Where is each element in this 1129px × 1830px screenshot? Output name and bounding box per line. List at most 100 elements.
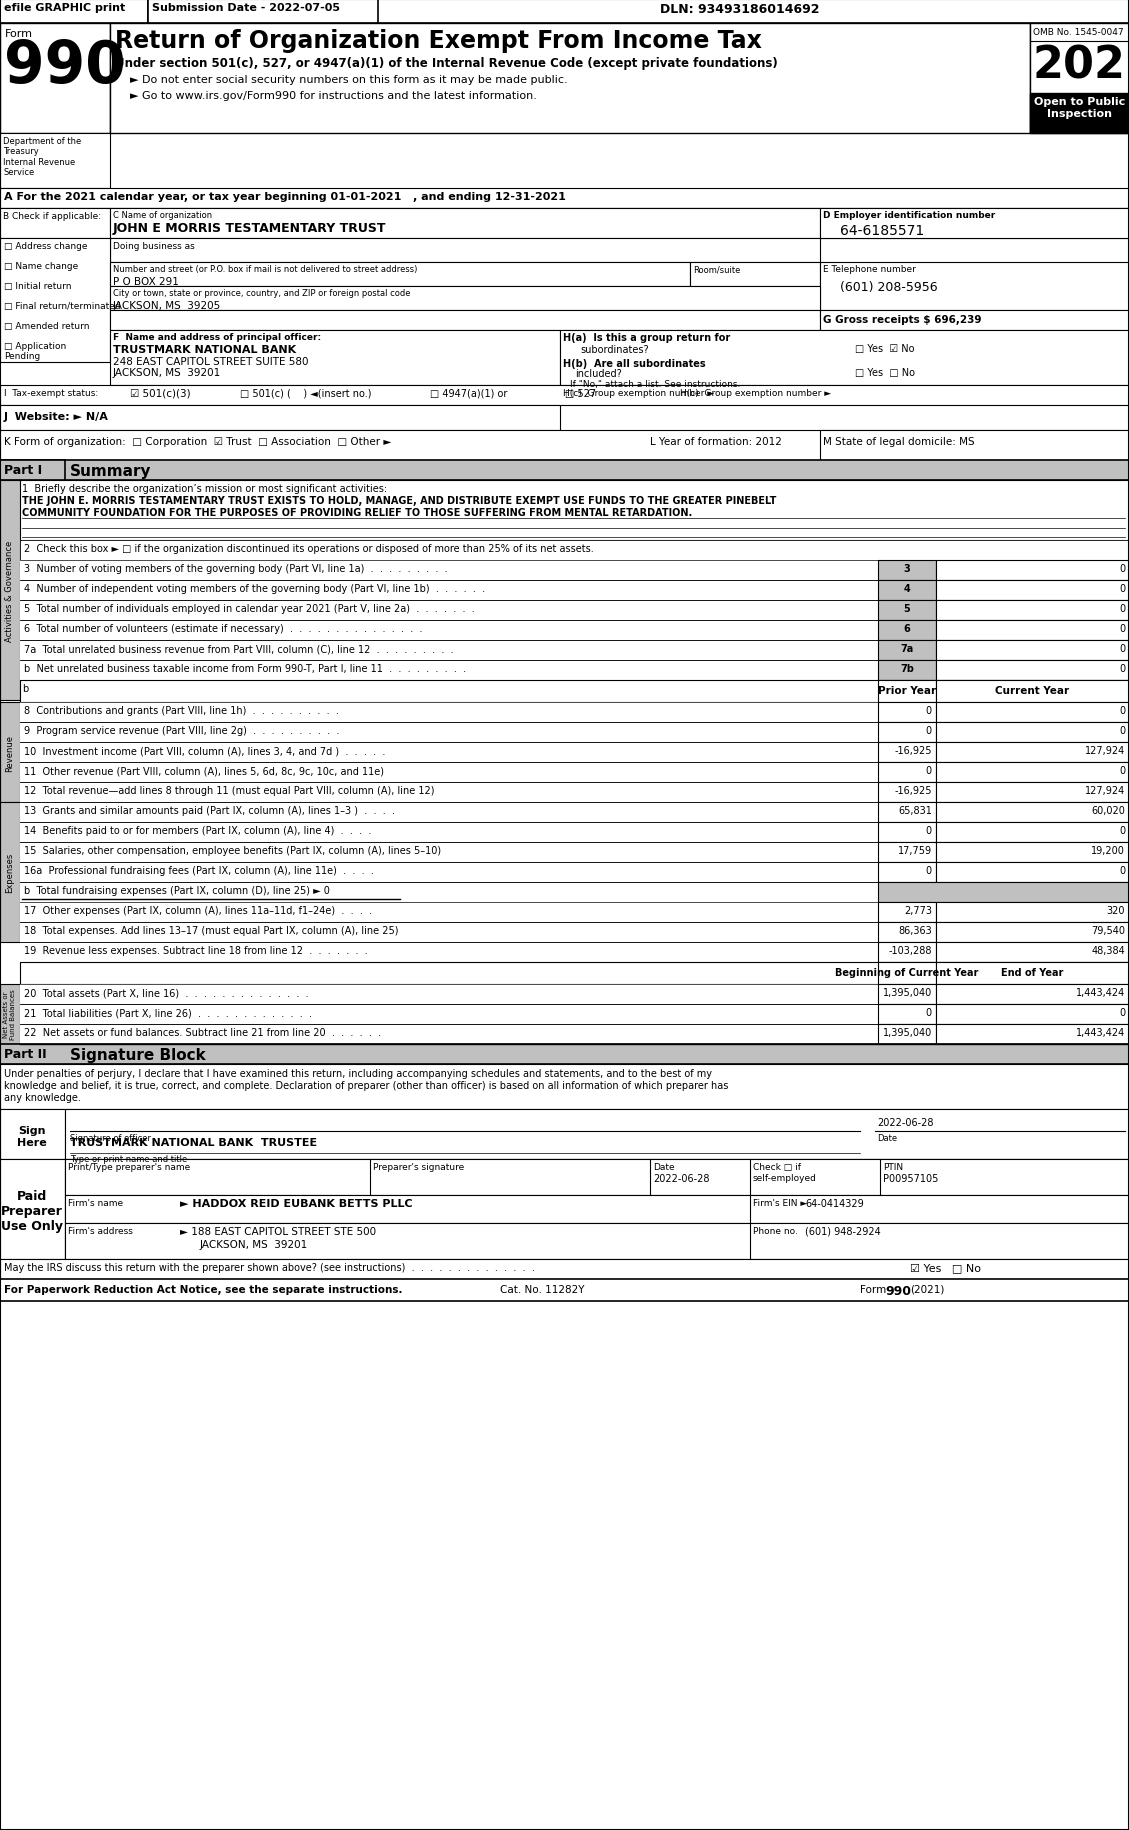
Bar [0,188,1129,209]
Bar [0,430,1129,461]
Text: C Name of organization: C Name of organization [113,210,212,220]
Bar [65,1109,1129,1160]
Text: □ Application
Pending: □ Application Pending [5,342,67,361]
Text: 990: 990 [5,38,125,95]
Bar [936,842,1129,862]
Text: 86,363: 86,363 [899,926,933,935]
Text: 0: 0 [1119,706,1124,716]
Text: 11  Other revenue (Part VIII, column (A), lines 5, 6d, 8c, 9c, 10c, and 11e): 11 Other revenue (Part VIII, column (A),… [24,765,384,776]
Text: ► Do not enter social security numbers on this form as it may be made public.: ► Do not enter social security numbers o… [130,75,568,84]
Bar [878,703,936,723]
Text: OMB No. 1545-0047: OMB No. 1545-0047 [1033,27,1123,37]
Text: D Employer identification number: D Employer identification number [823,210,996,220]
Text: 1,443,424: 1,443,424 [1076,1027,1124,1038]
Text: ☑ 501(c)(3): ☑ 501(c)(3) [130,388,191,399]
Bar [20,922,878,942]
Text: 18  Total expenses. Add lines 13–17 (must equal Part IX, column (A), line 25): 18 Total expenses. Add lines 13–17 (must… [24,926,399,935]
Bar [20,822,878,842]
Text: Return of Organization Exempt From Income Tax: Return of Organization Exempt From Incom… [115,29,762,53]
Bar [936,862,1129,882]
Bar [0,0,1129,24]
Text: □ Address change: □ Address change [5,242,88,251]
Bar [560,331,1129,386]
Bar [0,481,20,701]
Bar [878,763,936,783]
Text: Revenue: Revenue [6,734,15,770]
Text: 0: 0 [926,1008,933,1017]
Text: Preparer's signature: Preparer's signature [373,1162,464,1171]
Bar [878,862,936,882]
Text: 2  Check this box ► □ if the organization discontinued its operations or dispose: 2 Check this box ► □ if the organization… [24,544,594,554]
Bar [936,1005,1129,1025]
Bar [65,1195,1129,1222]
Text: b  Total fundraising expenses (Part IX, column (D), line 25) ► 0: b Total fundraising expenses (Part IX, c… [24,886,330,895]
Text: Summary: Summary [70,463,151,479]
Bar [20,763,878,783]
Bar [936,580,1129,600]
Bar [0,461,65,481]
Text: 320: 320 [1106,906,1124,915]
Bar [878,963,936,985]
Bar [0,1109,65,1160]
Bar [20,540,1129,560]
Text: 0: 0 [1119,644,1124,653]
Bar [878,942,936,963]
Bar [20,963,1129,985]
Bar [936,803,1129,822]
Bar [936,942,1129,963]
Bar [936,620,1129,640]
Bar [1030,93,1129,134]
Text: If "No," attach a list. See instructions.: If "No," attach a list. See instructions… [570,381,741,388]
Text: H(a)  Is this a group return for: H(a) Is this a group return for [563,333,730,342]
Text: Part II: Part II [5,1047,46,1060]
Bar [0,985,20,1045]
Text: I  Tax-exempt status:: I Tax-exempt status: [5,388,98,397]
Bar [878,640,936,661]
Text: JOHN E MORRIS TESTAMENTARY TRUST: JOHN E MORRIS TESTAMENTARY TRUST [113,221,386,234]
Text: J  Website: ► N/A: J Website: ► N/A [5,412,108,421]
Text: □ Initial return: □ Initial return [5,282,71,291]
Text: May the IRS discuss this return with the preparer shown above? (see instructions: May the IRS discuss this return with the… [5,1263,535,1272]
Text: 4  Number of independent voting members of the governing body (Part VI, line 1b): 4 Number of independent voting members o… [24,584,485,593]
Bar [936,783,1129,803]
Bar [820,430,1129,461]
Text: Part I: Part I [5,463,42,478]
Text: 22  Net assets or fund balances. Subtract line 21 from line 20  .  .  .  .  .  .: 22 Net assets or fund balances. Subtract… [24,1027,382,1038]
Text: H(b)  Are all subordinates: H(b) Are all subordinates [563,359,706,370]
Text: 2021: 2021 [1033,44,1129,88]
Text: b  Net unrelated business taxable income from Form 990-T, Part I, line 11  .  . : b Net unrelated business taxable income … [24,664,466,673]
Text: Print/Type preparer's name: Print/Type preparer's name [68,1162,191,1171]
Text: Firm's name: Firm's name [68,1199,123,1208]
Bar [878,902,936,922]
Text: Department of the
Treasury
Internal Revenue
Service: Department of the Treasury Internal Reve… [3,137,81,178]
Text: 13  Grants and similar amounts paid (Part IX, column (A), lines 1–3 )  .  .  .  : 13 Grants and similar amounts paid (Part… [24,805,395,816]
Text: 17,759: 17,759 [898,845,933,856]
Text: 6  Total number of volunteers (estimate if necessary)  .  .  .  .  .  .  .  .  .: 6 Total number of volunteers (estimate i… [24,624,422,633]
Text: JACKSON, MS  39201: JACKSON, MS 39201 [200,1239,308,1250]
Bar [20,600,878,620]
Text: 20  Total assets (Part X, line 16)  .  .  .  .  .  .  .  .  .  .  .  .  .  .: 20 Total assets (Part X, line 16) . . . … [24,988,308,997]
Bar [0,209,110,240]
Bar [936,743,1129,763]
Text: 12  Total revenue—add lines 8 through 11 (must equal Part VIII, column (A), line: 12 Total revenue—add lines 8 through 11 … [24,785,435,796]
Text: Firm's EIN ►: Firm's EIN ► [753,1199,807,1208]
Text: 1,395,040: 1,395,040 [883,988,933,997]
Bar [20,1005,878,1025]
Bar [20,681,1129,703]
Text: (2021): (2021) [910,1285,944,1294]
Text: 19  Revenue less expenses. Subtract line 18 from line 12  .  .  .  .  .  .  .: 19 Revenue less expenses. Subtract line … [24,946,368,955]
Text: TRUSTMARK NATIONAL BANK: TRUSTMARK NATIONAL BANK [113,344,296,355]
Bar [936,922,1129,942]
Text: P00957105: P00957105 [883,1173,938,1184]
Bar [936,600,1129,620]
Text: 8  Contributions and grants (Part VIII, line 1h)  .  .  .  .  .  .  .  .  .  .: 8 Contributions and grants (Part VIII, l… [24,706,339,716]
Bar [878,842,936,862]
Text: 127,924: 127,924 [1085,785,1124,796]
Bar [820,209,1129,240]
Text: Beginning of Current Year: Beginning of Current Year [835,968,979,977]
Text: □ 4947(a)(1) or: □ 4947(a)(1) or [430,388,507,399]
Text: Submission Date - 2022-07-05: Submission Date - 2022-07-05 [152,4,340,13]
Text: Paid
Preparer
Use Only: Paid Preparer Use Only [1,1190,63,1232]
Text: TRUSTMARK NATIONAL BANK  TRUSTEE: TRUSTMARK NATIONAL BANK TRUSTEE [70,1138,317,1147]
Text: JACKSON, MS  39205: JACKSON, MS 39205 [113,300,221,311]
